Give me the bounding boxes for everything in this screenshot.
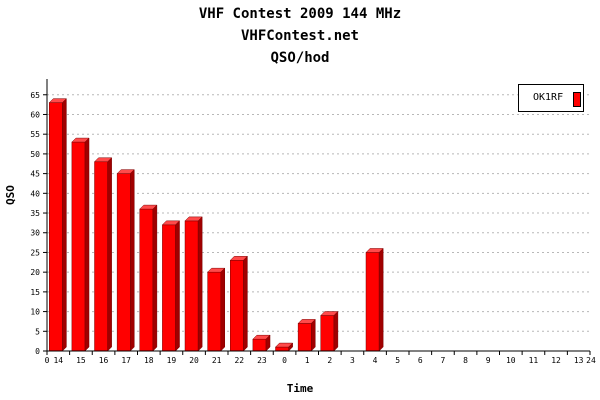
bar-front	[320, 315, 335, 352]
y-tick-label: 60	[30, 110, 40, 119]
x-axis-start-label: 0	[45, 356, 50, 365]
bar-front	[71, 141, 86, 352]
x-tick-label: 22	[234, 356, 244, 365]
x-tick-label: 9	[486, 356, 491, 365]
bar-side	[243, 255, 248, 352]
bar-front	[49, 102, 63, 352]
bar	[48, 98, 67, 352]
chart-subtitle-2: QSO/hod	[270, 50, 330, 66]
legend-swatch	[573, 92, 581, 107]
x-tick-label: 7	[441, 356, 446, 365]
bar-side	[220, 267, 226, 352]
y-tick-label: 0	[35, 347, 40, 356]
y-tick-labels: 0 5 10 15 20 25 30 35 40 45 50 55 60 65	[30, 91, 40, 356]
x-axis-end-label: 24	[586, 356, 596, 365]
x-tick-label: 11	[529, 356, 539, 365]
bar-side	[152, 204, 158, 352]
bar-side	[130, 169, 135, 352]
x-tick-label: 18	[144, 356, 154, 365]
bar	[320, 310, 339, 352]
x-tick-label: 21	[212, 356, 222, 365]
bar	[139, 204, 158, 352]
bar	[297, 318, 316, 352]
chart-subtitle: VHFContest.net	[240, 28, 359, 44]
bar-front	[275, 346, 289, 352]
axes-group	[43, 79, 591, 355]
x-tick-label: 10	[506, 356, 516, 365]
bar-side	[175, 220, 180, 352]
x-tick-label: 15	[76, 356, 86, 365]
x-tick-label: 0	[282, 356, 287, 365]
y-tick-label: 25	[30, 248, 40, 257]
bar-side	[107, 157, 112, 352]
bar-front	[184, 220, 199, 352]
bar	[93, 157, 113, 352]
bar-front	[94, 161, 108, 352]
x-tick-label: 4	[373, 356, 378, 365]
x-tick-label: 13	[574, 356, 584, 365]
y-tick-label: 30	[30, 229, 40, 238]
y-tick-label: 45	[30, 170, 40, 179]
y-tick-label: 10	[30, 308, 40, 317]
x-tick-label: 5	[395, 356, 400, 365]
x-tick-label: 17	[121, 356, 131, 365]
x-tick-label: 20	[189, 356, 199, 365]
bar-front	[252, 338, 267, 352]
bar-side	[333, 310, 339, 352]
x-tick-label: 1	[305, 356, 310, 365]
y-tick-label: 15	[30, 288, 40, 297]
x-tick-label: 12	[551, 356, 561, 365]
legend: OK1RF	[518, 84, 584, 112]
x-tick-label: 3	[350, 356, 355, 365]
bar	[274, 342, 294, 352]
y-axis-label: QSO	[4, 185, 17, 205]
bar	[229, 255, 248, 352]
y-tick-label: 40	[30, 189, 40, 198]
x-tick-label: 14	[53, 356, 63, 365]
chart-title: VHF Contest 2009 144 MHz	[198, 6, 402, 22]
bar-front	[162, 224, 176, 352]
x-tick-label: 6	[418, 356, 423, 365]
bar	[207, 267, 226, 352]
bar-side	[311, 318, 316, 352]
legend-label: OK1RF	[533, 92, 564, 103]
bar-front	[116, 173, 131, 352]
bar	[365, 247, 384, 352]
bar	[252, 334, 271, 352]
bar	[184, 216, 203, 352]
y-tick-label: 50	[30, 150, 40, 159]
bar	[71, 137, 90, 352]
bar-side	[378, 247, 384, 352]
bar-side	[62, 98, 67, 352]
grid-lines	[47, 94, 590, 332]
bar-side	[84, 137, 90, 352]
y-tick-label: 20	[30, 268, 40, 277]
bar-front	[230, 260, 244, 352]
bars-group	[48, 98, 384, 352]
x-tick-labels: 14 15 16 17 18 19 20 21 22 23 0 1 2 3 4 5 6 7 8 9 10 11 12 130 2…	[45, 356, 596, 365]
x-axis-label: Time	[286, 382, 314, 395]
bar-side	[197, 216, 203, 352]
x-tick-label: 2	[327, 356, 332, 365]
bar	[116, 169, 135, 352]
x-tick-label: 8	[463, 356, 468, 365]
y-tick-label: 65	[30, 91, 40, 100]
x-tick-label: 23	[257, 356, 267, 365]
y-tick-label: 35	[30, 209, 40, 218]
bar-front	[365, 252, 380, 352]
bar	[161, 220, 181, 352]
bar-front	[297, 323, 312, 352]
bar-front	[207, 271, 222, 352]
x-tick-label: 16	[99, 356, 109, 365]
bar-side	[265, 334, 271, 352]
bar-side	[288, 342, 293, 352]
y-tick-label: 5	[35, 327, 40, 336]
y-tick-label: 55	[30, 130, 40, 139]
x-tick-label: 19	[167, 356, 177, 365]
bar-front	[139, 208, 154, 352]
